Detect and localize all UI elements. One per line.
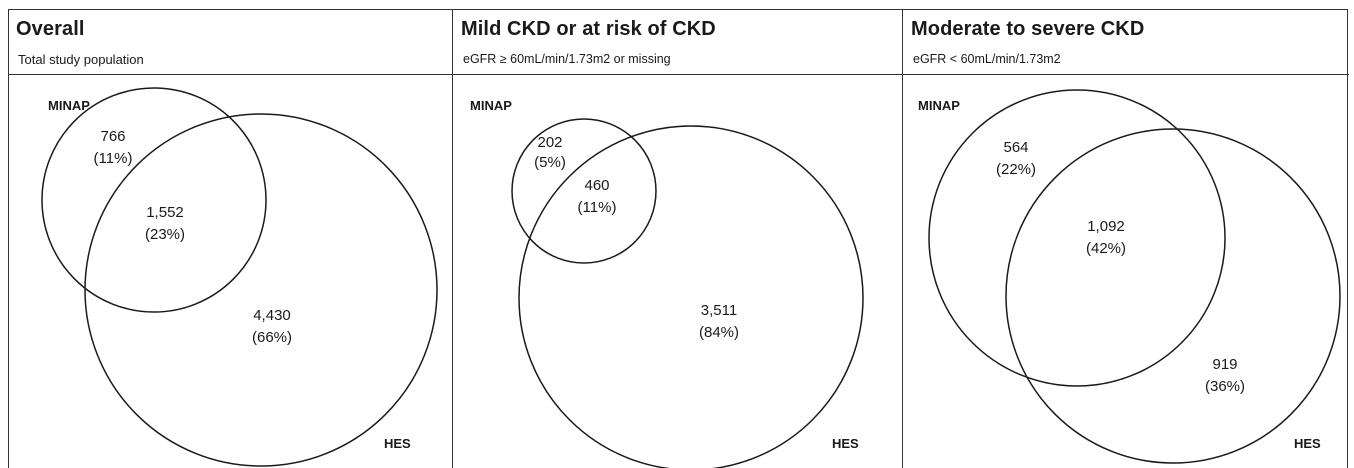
venn-mild-ckd — [511, 118, 864, 468]
hes-label: HES — [1294, 436, 1321, 451]
hes-circle — [1005, 128, 1341, 464]
overlap-count: 460 — [584, 177, 609, 194]
overlap-count: 1,092 — [1087, 218, 1125, 235]
minap-label: MINAP — [918, 98, 960, 113]
panel-header: Mild CKD or at risk of CKD eGFR ≥ 60mL/m… — [453, 9, 903, 75]
minap-only-count: 202 — [537, 134, 562, 151]
panel-mild-ckd: Mild CKD or at risk of CKD eGFR ≥ 60mL/m… — [452, 9, 903, 468]
figure-frame — [8, 9, 1348, 468]
hes-label: HES — [832, 436, 859, 451]
hes-only-count: 3,511 — [701, 302, 737, 319]
overlap-pct: (11%) — [578, 199, 617, 216]
panel-header: Moderate to severe CKD eGFR < 60mL/min/1… — [903, 9, 1349, 75]
minap-label: MINAP — [48, 98, 90, 113]
panel-overall: Overall Total study population — [8, 9, 452, 468]
hes-only-count: 4,430 — [253, 307, 291, 324]
minap-circle — [928, 89, 1226, 387]
minap-only-count: 766 — [100, 128, 125, 145]
minap-circle — [511, 118, 657, 264]
hes-only-pct: (66%) — [252, 329, 292, 346]
panel-title: Overall — [16, 18, 85, 40]
panel-subtitle: Total study population — [18, 52, 144, 67]
hes-circle — [84, 113, 438, 467]
minap-only-pct: (5%) — [534, 154, 566, 171]
venn-moderate-severe-ckd — [928, 89, 1341, 464]
venn-overall — [41, 87, 438, 467]
hes-label: HES — [384, 436, 411, 451]
hes-only-pct: (84%) — [699, 324, 739, 341]
minap-only-count: 564 — [1003, 139, 1028, 156]
panel-subtitle: eGFR < 60mL/min/1.73m2 — [913, 52, 1061, 66]
overlap-pct: (42%) — [1086, 240, 1126, 257]
overlap-count: 1,552 — [146, 204, 184, 221]
overlap-pct: (23%) — [145, 226, 185, 243]
minap-only-pct: (22%) — [996, 161, 1036, 178]
panel-title: Mild CKD or at risk of CKD — [461, 18, 716, 40]
minap-circle — [41, 87, 267, 313]
panel-moderate-severe-ckd: Moderate to severe CKD eGFR < 60mL/min/1… — [902, 9, 1349, 468]
hes-circle — [518, 125, 864, 468]
minap-only-pct: (11%) — [94, 150, 133, 167]
hes-only-count: 919 — [1212, 356, 1237, 373]
panel-subtitle: eGFR ≥ 60mL/min/1.73m2 or missing — [463, 52, 671, 66]
minap-label: MINAP — [470, 98, 512, 113]
panel-title: Moderate to severe CKD — [911, 18, 1145, 40]
panel-header: Overall Total study population — [8, 9, 452, 75]
hes-only-pct: (36%) — [1205, 378, 1245, 395]
